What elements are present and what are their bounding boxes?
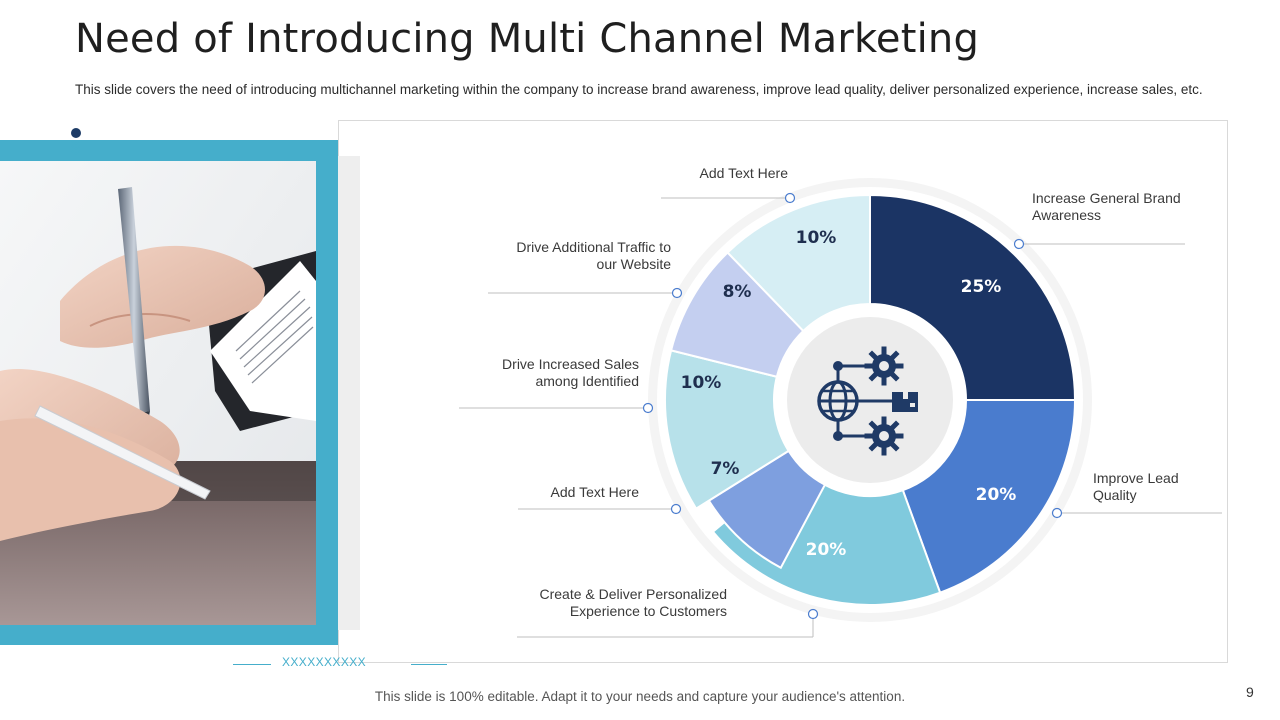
callout-dot (784, 192, 796, 204)
callout-dot (807, 608, 819, 620)
callout-dot (642, 402, 654, 414)
callout-dot (670, 503, 682, 515)
slice-percent-label: 20% (976, 485, 1017, 505)
callout-label: Increase General Brand Awareness (1032, 190, 1181, 223)
slice-percent-label: 10% (796, 228, 837, 248)
slide-title: Need of Introducing Multi Channel Market… (75, 16, 980, 62)
decorative-line-left (233, 664, 271, 665)
pie-slice (726, 193, 871, 333)
slice-percent-label: 8% (723, 282, 752, 302)
callout-label: Create & Deliver Personalized Experience … (539, 586, 727, 619)
slide-subtitle: This slide covers the need of introducin… (75, 82, 1203, 97)
slice-percent-label: 25% (961, 277, 1002, 297)
decorative-line-right (411, 664, 447, 665)
callout-label: Drive Increased Sales among Identified (502, 356, 639, 389)
decorative-dot (71, 128, 81, 138)
slide-footer: This slide is 100% editable. Adapt it to… (374, 689, 906, 704)
globe-gears-box-icon (817, 346, 918, 456)
page-number: 9 (1246, 684, 1254, 700)
callout-dot (1013, 238, 1025, 250)
photo-shadow (338, 156, 360, 630)
callout-label: Improve Lead Quality (1093, 470, 1179, 503)
slice-percent-label: 20% (806, 540, 847, 560)
slice-percent-label: 10% (681, 373, 722, 393)
callout-dot (671, 287, 683, 299)
chevron-down-icon (71, 140, 81, 155)
callout-label: Add Text Here (551, 484, 640, 500)
callout-label: Drive Additional Traffic to our Website (516, 239, 671, 272)
business-hands-photo (0, 161, 316, 625)
decorative-cross-pattern: XXXXXXXXXX (282, 655, 367, 669)
callout-dot (1051, 507, 1063, 519)
slice-percent-label: 7% (711, 459, 740, 479)
callout-label: Add Text Here (700, 165, 789, 181)
